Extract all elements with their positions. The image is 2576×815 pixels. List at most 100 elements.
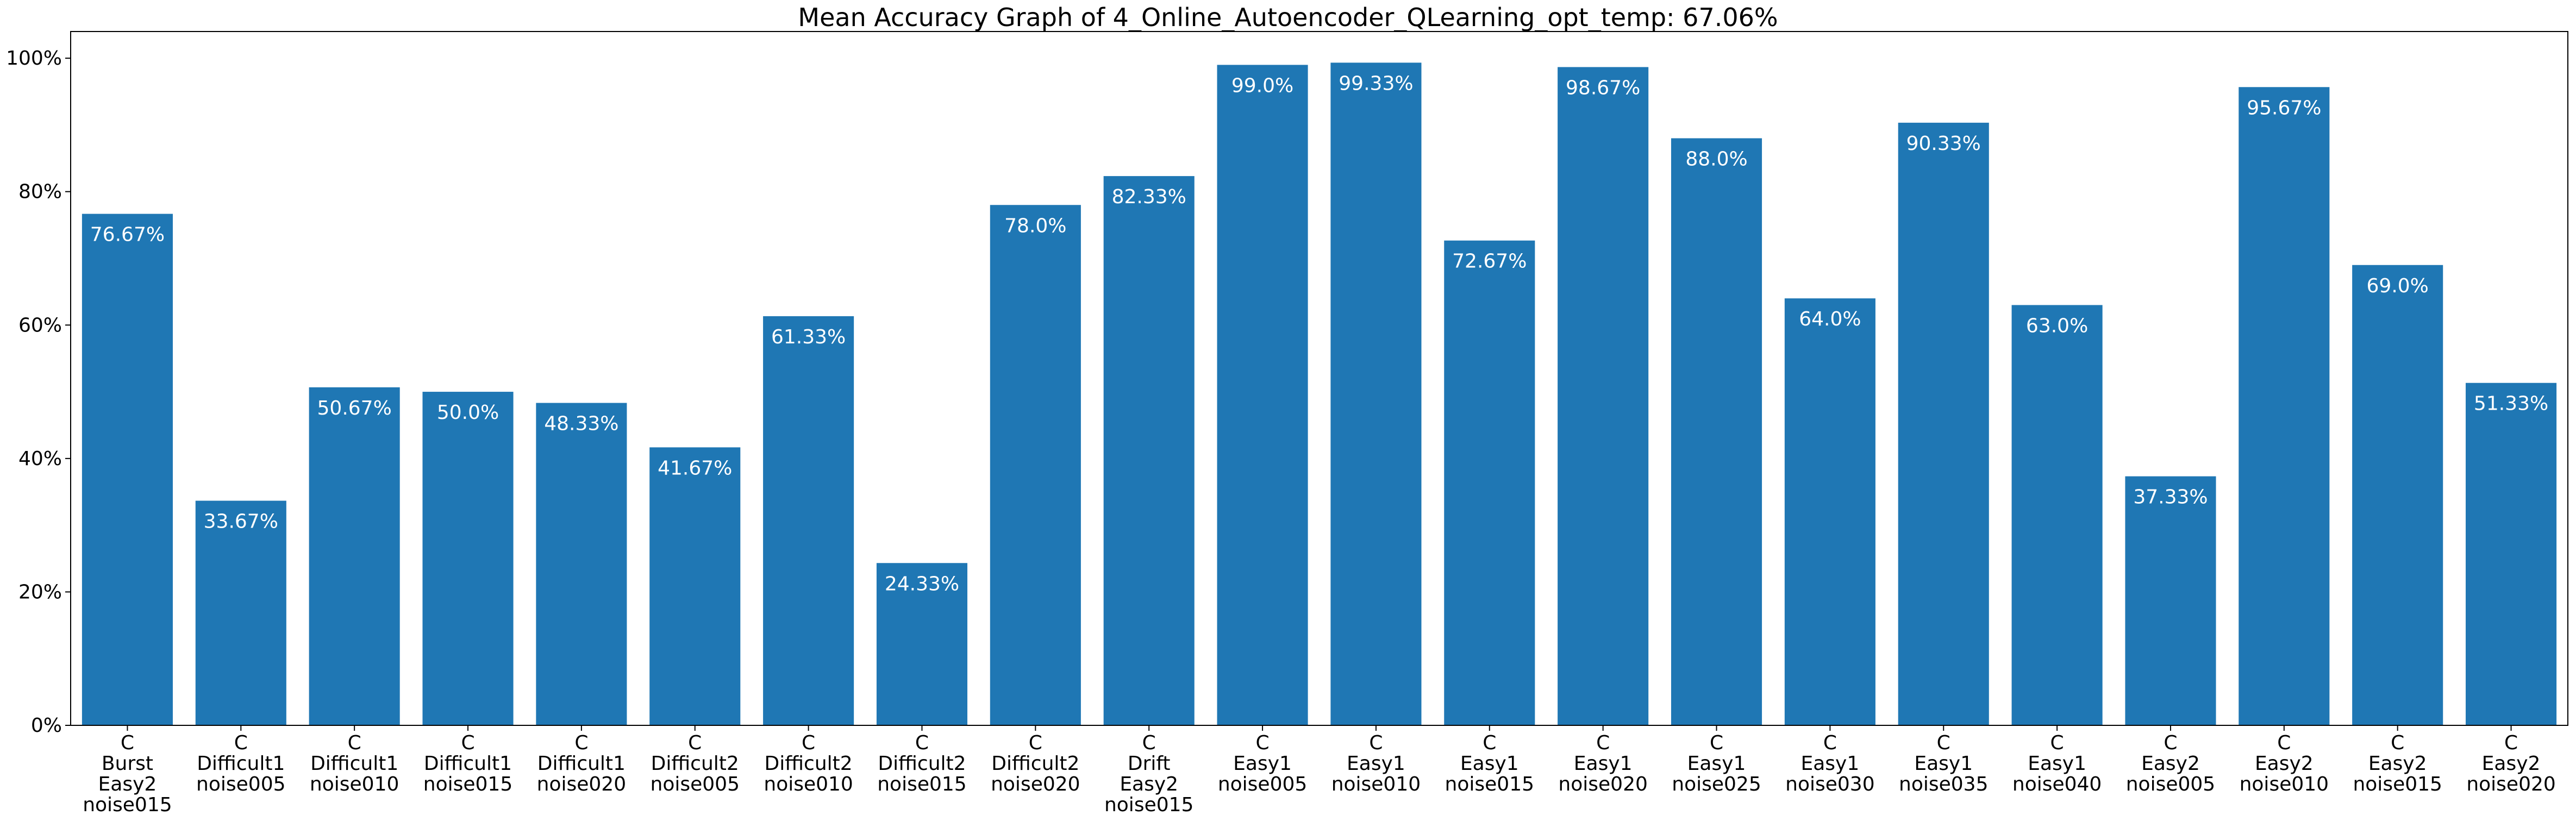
x-tick-label: C — [1142, 732, 1156, 754]
x-tick-label: C — [1596, 732, 1610, 754]
x-tick-label: C — [348, 732, 361, 754]
x-tick-label: Easy1 — [1233, 753, 1292, 775]
bar-labels-group: 76.67% 33.67% 50.67% 50.0% 48.33% 41.67% 61.33… — [90, 72, 2548, 595]
x-tick-label: C — [802, 732, 815, 754]
x-tick-label: C — [574, 732, 588, 754]
x-tick-label: noise030 — [1785, 773, 1874, 795]
x-axis: CBurstEasy2noise015CDifficult1noise005CD… — [83, 725, 2556, 815]
bar — [1898, 122, 1989, 726]
x-tick-label: C — [1369, 732, 1383, 754]
x-tick-label: noise005 — [2126, 773, 2215, 795]
bar — [1330, 62, 1422, 726]
x-tick-label: Easy1 — [1914, 753, 1973, 775]
bar-value-label: 41.67% — [658, 457, 732, 479]
x-tick-label: noise015 — [83, 794, 172, 815]
bar-value-label: 76.67% — [90, 224, 165, 246]
bar — [309, 387, 400, 725]
x-tick-label: noise005 — [651, 773, 740, 795]
y-tick-label: 20% — [18, 581, 62, 603]
bar — [2125, 476, 2216, 725]
y-tick-label: 80% — [18, 181, 62, 203]
y-tick-label: 100% — [6, 47, 62, 70]
bar-value-label: 37.33% — [2133, 486, 2208, 509]
x-tick-label: Difficult1 — [424, 753, 512, 775]
bar — [990, 205, 1081, 725]
x-tick-label: noise010 — [2240, 773, 2329, 795]
x-tick-label: noise020 — [2466, 773, 2555, 795]
x-tick-label: noise025 — [1672, 773, 1761, 795]
bar — [2011, 305, 2103, 725]
bar — [1784, 298, 1875, 725]
bar-value-label: 99.33% — [1339, 72, 1413, 95]
bar-value-label: 33.67% — [204, 511, 278, 533]
bar-value-label: 50.67% — [317, 397, 392, 419]
x-tick-label: noise015 — [1104, 794, 1193, 815]
bar — [2352, 265, 2443, 725]
x-tick-label: C — [1483, 732, 1496, 754]
bar — [1671, 138, 1762, 725]
x-tick-label: C — [1255, 732, 1269, 754]
bar-value-label: 63.0% — [2026, 315, 2088, 337]
x-tick-label: C — [2391, 732, 2404, 754]
bar — [422, 392, 514, 725]
bar-value-label: 72.67% — [1452, 250, 1527, 273]
bar — [536, 403, 627, 725]
x-tick-label: Burst — [102, 753, 153, 775]
y-tick-label: 0% — [31, 714, 62, 737]
x-tick-label: noise010 — [1331, 773, 1421, 795]
x-tick-label: C — [1937, 732, 1950, 754]
x-tick-label: Easy1 — [1800, 753, 1859, 775]
x-tick-label: C — [121, 732, 134, 754]
bar-value-label: 95.67% — [2247, 97, 2321, 119]
bar-value-label: 99.0% — [1231, 74, 1293, 97]
bar-value-label: 50.0% — [437, 402, 499, 424]
y-tick-label: 60% — [18, 314, 62, 336]
x-tick-label: C — [1823, 732, 1837, 754]
x-tick-label: Easy2 — [2255, 753, 2314, 775]
x-tick-label: Easy1 — [1347, 753, 1405, 775]
bar — [82, 214, 173, 725]
x-tick-label: noise015 — [877, 773, 966, 795]
x-tick-label: Easy2 — [2368, 753, 2427, 775]
x-tick-label: noise035 — [1899, 773, 1988, 795]
x-tick-label: Difficult2 — [765, 753, 853, 775]
bar — [649, 447, 741, 725]
bar — [195, 500, 286, 725]
x-tick-label: Difficult1 — [310, 753, 398, 775]
x-tick-label: Easy2 — [1120, 773, 1178, 795]
x-tick-label: noise010 — [764, 773, 853, 795]
x-tick-label: Drift — [1128, 753, 1171, 775]
plot-frame — [70, 31, 2568, 726]
x-tick-label: Difficult2 — [991, 753, 1079, 775]
y-tick-label: 40% — [18, 448, 62, 470]
x-tick-label: noise020 — [991, 773, 1080, 795]
bar-value-label: 90.33% — [1906, 133, 1981, 155]
bars-group — [82, 62, 2557, 726]
bar-value-label: 64.0% — [1799, 308, 1861, 330]
x-tick-label: Difficult1 — [197, 753, 285, 775]
x-tick-label: Easy2 — [2482, 753, 2541, 775]
x-tick-label: Difficult2 — [878, 753, 966, 775]
bar-value-label: 82.33% — [1112, 186, 1186, 208]
bar — [876, 563, 968, 725]
x-tick-label: C — [1710, 732, 1723, 754]
x-tick-label: Difficult1 — [537, 753, 626, 775]
x-tick-label: Easy1 — [1460, 753, 1519, 775]
y-axis: 0% 20% 40% 60% 80% 100% — [6, 47, 71, 737]
bar-value-label: 98.67% — [1566, 77, 1640, 99]
bar-value-label: 78.0% — [1004, 215, 1066, 237]
bar — [1444, 240, 1535, 725]
x-tick-label: C — [1029, 732, 1042, 754]
bar — [1217, 65, 1308, 725]
x-tick-label: noise015 — [423, 773, 512, 795]
x-tick-label: noise020 — [537, 773, 626, 795]
x-tick-label: C — [2050, 732, 2064, 754]
x-tick-label: C — [2277, 732, 2291, 754]
x-tick-label: C — [2164, 732, 2177, 754]
x-tick-label: noise015 — [1445, 773, 1534, 795]
bar — [1558, 67, 1649, 725]
bar-value-label: 51.33% — [2474, 393, 2548, 415]
x-tick-label: noise015 — [2353, 773, 2442, 795]
bar — [2466, 383, 2557, 725]
